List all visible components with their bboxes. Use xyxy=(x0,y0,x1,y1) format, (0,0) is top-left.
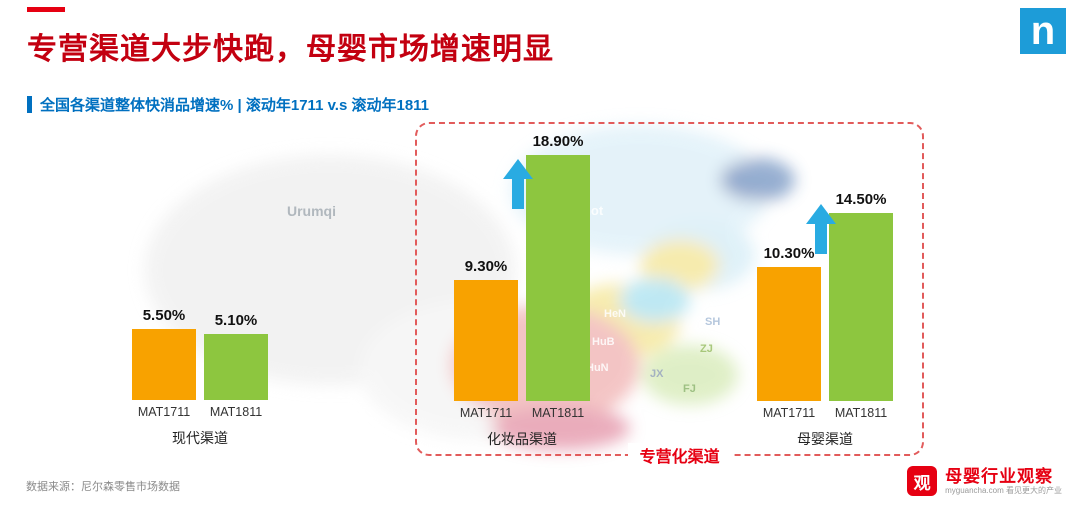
category-label: 母婴渠道 xyxy=(797,431,853,447)
bars-row: 9.30% 18.90% xyxy=(447,129,597,401)
map-place-label: JX xyxy=(650,368,664,380)
brand-name: 母婴行业观察 xyxy=(945,466,1054,486)
nielsen-logo: n xyxy=(1020,8,1066,54)
bars-row: 5.50% 5.10% xyxy=(125,128,275,400)
subtitle-accent-bar xyxy=(27,96,32,113)
brand-seal-character: 观 xyxy=(913,473,931,493)
specialty-channel-label: 专营化渠道 xyxy=(627,443,732,467)
bar-column: 5.50% xyxy=(132,306,196,400)
brand-text-block: 母婴行业观察 myguancha.com 看见更大的产业 xyxy=(945,467,1062,496)
map-place-label: HuB xyxy=(592,336,615,348)
growth-up-arrow-icon xyxy=(806,203,836,254)
bar-column: 10.30% xyxy=(757,245,821,401)
nielsen-logo-letter: n xyxy=(1030,9,1056,53)
bar-value-label: 14.50% xyxy=(835,190,887,208)
bar-mat1811 xyxy=(204,333,268,400)
bar-column: 14.50% xyxy=(829,190,893,401)
map-place-label: HuN xyxy=(586,362,609,374)
x-tick-label: MAT1811 xyxy=(531,406,585,420)
bar-group-1: 5.50% 5.10% MAT1711 MAT1811 现代渠道 xyxy=(125,128,275,448)
bar-value-label: 9.30% xyxy=(464,258,508,276)
map-place-label: SH xyxy=(705,316,721,328)
bar-mat1811 xyxy=(829,212,893,401)
bar-mat1811 xyxy=(526,155,590,401)
top-accent-bar xyxy=(27,7,65,12)
x-tick-row: MAT1711 MAT1811 xyxy=(447,406,597,420)
x-tick-label: MAT1811 xyxy=(834,406,888,420)
arrow-stem xyxy=(815,223,827,254)
x-tick-label: MAT1711 xyxy=(459,406,513,420)
x-tick-row: MAT1711 MAT1811 xyxy=(125,405,275,419)
arrow-head xyxy=(806,203,836,224)
bar-value-label: 10.30% xyxy=(763,245,815,263)
bar-value-label: 18.90% xyxy=(532,133,584,151)
category-label: 现代渠道 xyxy=(172,430,228,446)
subtitle-text: 全国各渠道整体快消品增速% | 滚动年1711 v.s 滚动年1811 xyxy=(40,97,430,114)
bar-value-label: 5.10% xyxy=(214,311,258,329)
map-place-label: Urumqi xyxy=(287,203,336,219)
bar-mat1711 xyxy=(454,280,518,401)
bar-column: 5.10% xyxy=(204,312,268,400)
data-source-note: 数据来源：尼尔森零售市场数据 xyxy=(26,481,180,493)
bar-column: 18.90% xyxy=(526,133,590,401)
map-place-label: HeN xyxy=(604,308,627,320)
bar-group-2: 9.30% 18.90% MAT1711 MAT1811 化妆品渠道 xyxy=(447,129,597,449)
arrow-stem xyxy=(512,179,524,210)
map-place-label: FJ xyxy=(683,383,696,395)
bar-value-label: 5.50% xyxy=(142,306,186,324)
growth-up-arrow-icon xyxy=(503,159,533,210)
bar-mat1711 xyxy=(757,267,821,401)
bar-mat1711 xyxy=(132,328,196,400)
x-tick-label: MAT1711 xyxy=(762,406,816,420)
category-label: 化妆品渠道 xyxy=(487,431,557,447)
brand-seal-icon: 观 xyxy=(907,466,938,496)
specialty-channel-highlight-box: 专营化渠道 9.30% 18.90% MAT1711 MAT1811 化妆品渠道 10.3… xyxy=(415,122,924,467)
bar-column: 9.30% xyxy=(454,258,518,401)
chart-subtitle: 全国各渠道整体快消品增速% | 滚动年1711 v.s 滚动年1811 xyxy=(27,94,429,115)
bars-row: 10.30% 14.50% xyxy=(750,129,900,401)
map-place-label: ZJ xyxy=(700,343,713,355)
x-tick-label: MAT1711 xyxy=(137,405,191,419)
bar-group-3: 10.30% 14.50% MAT1711 MAT1811 母婴渠道 xyxy=(750,129,900,449)
footer-brand-logo: 观 母婴行业观察 myguancha.com 看见更大的产业 xyxy=(907,466,1062,496)
x-tick-row: MAT1711 MAT1811 xyxy=(750,406,900,420)
brand-tagline: myguancha.com 看见更大的产业 xyxy=(945,486,1062,496)
page-title: 专营渠道大步快跑，母婴市场增速明显 xyxy=(27,33,554,66)
arrow-head xyxy=(503,159,533,180)
x-tick-label: MAT1811 xyxy=(209,405,263,419)
